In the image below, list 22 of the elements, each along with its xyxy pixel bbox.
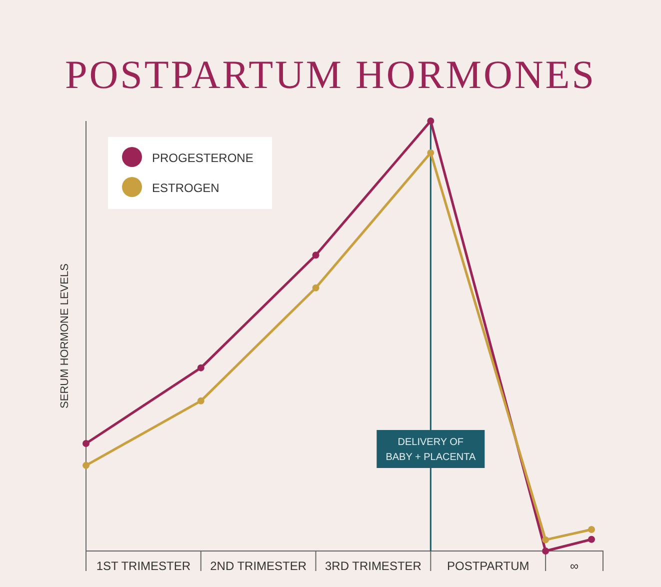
point <box>427 149 434 156</box>
legend-label: PROGESTERONE <box>152 151 254 165</box>
chart-title: POSTPARTUM HORMONES <box>65 52 596 97</box>
point <box>312 284 320 292</box>
y-axis-title: SERUM HORMONE LEVELS <box>59 264 71 408</box>
point <box>542 548 550 554</box>
x-tick-label: ∞ <box>570 559 579 573</box>
ref-line-label: DELIVERY OF BABY + PLACENTA <box>386 437 476 463</box>
point <box>197 364 204 372</box>
x-tick-label: 3RD TRIMESTER <box>324 559 422 573</box>
x-tick-label: POSTPARTUM <box>446 559 530 573</box>
x-tick-label: 2ND TRIMESTER <box>210 559 307 573</box>
point <box>82 462 90 469</box>
point <box>542 536 550 544</box>
point <box>82 440 90 447</box>
point <box>588 526 596 533</box>
point <box>588 536 596 543</box>
legend-label: ESTROGEN <box>152 181 220 195</box>
point <box>427 118 434 124</box>
point <box>312 252 320 259</box>
x-tick-label: 1ST TRIMESTER <box>96 559 191 573</box>
point <box>197 397 204 404</box>
